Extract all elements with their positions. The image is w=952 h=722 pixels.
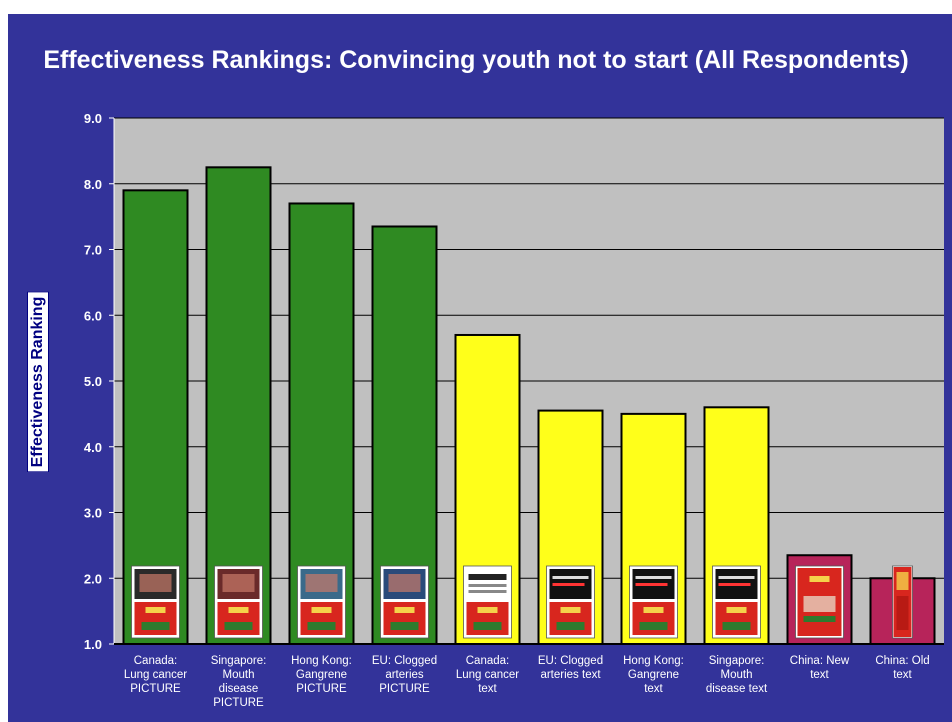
- x-tick-label-text: Canada: Lung cancer text: [455, 655, 520, 695]
- x-tick-label-text: China: New text: [789, 655, 850, 681]
- y-tick-label: 9.0: [84, 111, 102, 126]
- bar: [205, 166, 272, 645]
- x-tick-label: Singapore: Mouth disease PICTURE: [197, 654, 281, 710]
- y-tick-label: 7.0: [84, 243, 102, 258]
- x-tick-label: Hong Kong: Gangrene text: [612, 654, 696, 696]
- x-tick-label-text: Hong Kong: Gangrene text: [623, 655, 684, 695]
- x-tick-label: China: Old text: [861, 654, 945, 682]
- y-tick-label: 5.0: [84, 374, 102, 389]
- y-tick-label: 1.0: [84, 637, 102, 652]
- x-tick-label-text: Singapore: Mouth disease text: [705, 655, 768, 695]
- pack-eu-picture-icon: [380, 565, 429, 639]
- x-tick-label: China: New text: [778, 654, 862, 682]
- x-tick-label: Hong Kong: Gangrene PICTURE: [280, 654, 364, 696]
- pack-hongkong-picture-icon: [297, 565, 346, 639]
- x-tick-label: Canada: Lung cancer text: [446, 654, 530, 696]
- pack-canada-picture-icon: [131, 565, 180, 639]
- y-tick-label: 2.0: [84, 571, 102, 586]
- x-tick-label: Singapore: Mouth disease text: [695, 654, 779, 696]
- pack-china-new-icon: [795, 565, 844, 639]
- pack-singapore-text-icon: [712, 565, 761, 639]
- x-tick-label-text: Canada: Lung cancer PICTURE: [123, 655, 188, 695]
- y-tick-label: 6.0: [84, 308, 102, 323]
- pack-eu-text-icon: [546, 565, 595, 639]
- y-tick-label: 4.0: [84, 440, 102, 455]
- y-tick-label: 3.0: [84, 506, 102, 521]
- chart-title: Effectiveness Rankings: Convincing youth…: [43, 46, 909, 74]
- x-tick-label-text: China: Old text: [875, 655, 930, 681]
- x-tick-label: EU: Clogged arteries PICTURE: [363, 654, 447, 696]
- pack-hongkong-text-icon: [629, 565, 678, 639]
- x-tick-label-text: Hong Kong: Gangrene PICTURE: [291, 655, 352, 695]
- pack-canada-text-icon: [463, 565, 512, 639]
- x-tick-label-text: EU: Clogged arteries PICTURE: [371, 655, 438, 695]
- x-tick-label: Canada: Lung cancer PICTURE: [114, 654, 198, 696]
- x-tick-label-text: Singapore: Mouth disease PICTURE: [210, 655, 267, 709]
- y-tick-label: 8.0: [84, 177, 102, 192]
- x-tick-label: EU: Clogged arteries text: [529, 654, 613, 682]
- pack-china-old-icon: [892, 565, 913, 639]
- x-tick-label-text: EU: Clogged arteries text: [537, 655, 604, 681]
- pack-singapore-picture-icon: [214, 565, 263, 639]
